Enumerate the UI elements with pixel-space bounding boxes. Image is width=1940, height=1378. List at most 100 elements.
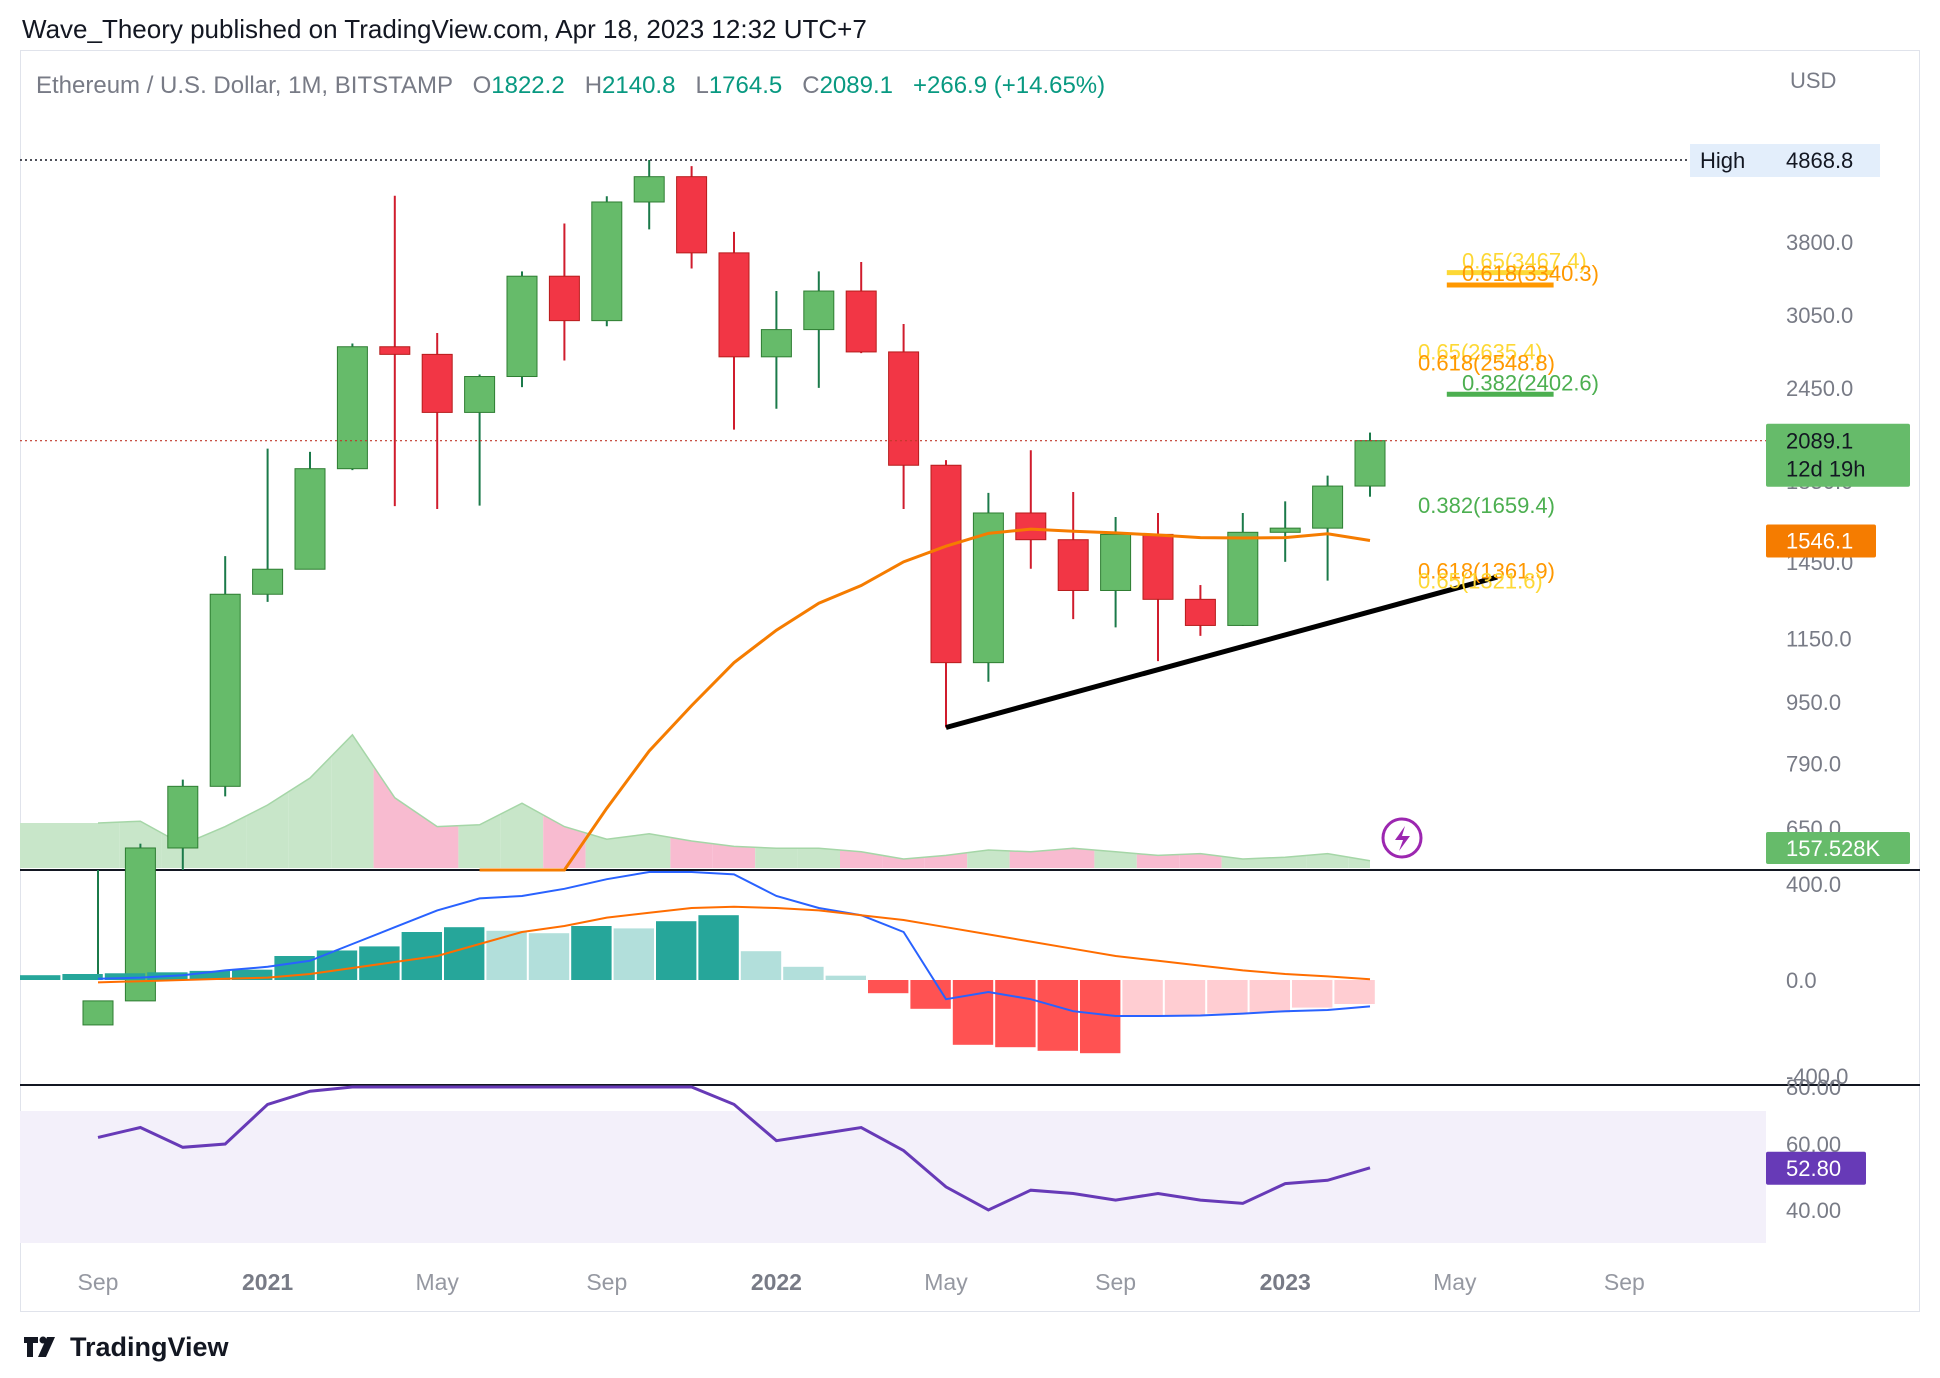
open-label: O	[472, 72, 492, 99]
macd-histogram-bar	[1037, 980, 1078, 1051]
macd-tick-label: -400.0	[1786, 1064, 1848, 1089]
ema-last-box	[1766, 524, 1876, 558]
candle-body	[506, 275, 538, 378]
fibonacci-level-label: 0.618(3340.3)	[1462, 261, 1599, 286]
candle-body	[845, 290, 877, 353]
tradingview-brand[interactable]: TradingView	[22, 1330, 229, 1364]
fibonacci-level-label: 0.65(1321.6)	[1418, 569, 1543, 594]
macd-histogram-bar	[62, 974, 103, 980]
volume-area-segment	[628, 833, 671, 868]
candle-body	[1057, 539, 1089, 591]
volume-area-segment	[1179, 853, 1222, 868]
ema-last-value: 1546.1	[1786, 529, 1853, 554]
currency-label[interactable]: USD	[1790, 68, 1837, 93]
macd-histogram-bar	[1207, 980, 1248, 1014]
fibonacci-level-label: 0.65(2635.4)	[1418, 340, 1543, 365]
ema-line	[479, 527, 1371, 872]
high-marker-box	[1690, 144, 1880, 177]
candle-body	[294, 468, 326, 570]
publisher-line: Wave_Theory published on TradingView.com…	[22, 14, 867, 44]
rsi-pane	[20, 1085, 1766, 1243]
time-tick-label: Sep	[1095, 1269, 1136, 1295]
candle-body	[167, 785, 199, 849]
macd-histogram-bar	[1292, 980, 1333, 1008]
macd-histogram-bar	[656, 921, 697, 980]
candle-body	[379, 346, 411, 355]
volume-area-segment	[458, 814, 501, 868]
candle-body	[548, 275, 580, 322]
candle-body	[1184, 598, 1216, 626]
macd-histogram-bar	[1164, 980, 1206, 1016]
overlay-layer: 0.65(3467.4)0.618(3340.3)0.65(2635.4)0.6…	[20, 159, 1766, 872]
time-tick-label: Sep	[586, 1269, 627, 1295]
macd-histogram-bar	[104, 973, 146, 980]
macd-histogram-bar	[910, 980, 951, 1009]
volume-area-segment	[416, 812, 459, 868]
volume-area-segment	[585, 832, 628, 868]
price-tick-label: 2450.0	[1786, 376, 1853, 401]
time-tick-label: May	[924, 1269, 968, 1295]
fibonacci-level-label: 0.382(1659.4)	[1418, 493, 1555, 518]
candle-body	[336, 346, 368, 470]
candle-body	[676, 176, 708, 254]
volume-area-segment	[204, 815, 247, 868]
candle-body	[1312, 485, 1344, 529]
rsi-line	[97, 1085, 1371, 1212]
macd-histogram-bar	[528, 933, 570, 980]
rsi-last-value: 52.80	[1786, 1156, 1841, 1181]
macd-histogram-bar	[868, 980, 909, 994]
candle-body	[803, 290, 835, 331]
high-value: 2140.8	[602, 72, 676, 99]
volume-area-segment	[1306, 853, 1349, 868]
rsi-tick-label: 80.00	[1786, 1075, 1841, 1100]
macd-tick-label: 0.0	[1786, 968, 1817, 993]
candle-body	[930, 464, 962, 664]
symbol-legend[interactable]: Ethereum / U.S. Dollar, 1M, BITSTAMP O18…	[36, 72, 1105, 100]
time-tick-label: Sep	[78, 1269, 119, 1295]
volume-area-segment	[712, 843, 756, 868]
candles-layer	[82, 160, 1386, 1026]
macd-signal-line	[97, 905, 1371, 984]
low-value: 1764.5	[708, 72, 783, 99]
candle-body	[464, 376, 496, 413]
macd-histogram-bar	[444, 927, 485, 980]
price-tick-label: 3800.0	[1786, 230, 1853, 255]
volume-area-segment	[373, 766, 416, 868]
volume-area-segment	[1264, 855, 1307, 868]
macd-histogram-bar	[189, 970, 230, 980]
close-label: C	[802, 72, 820, 99]
grid-layer	[20, 869, 1920, 1086]
volume-area-segment	[288, 756, 332, 868]
candle-body	[760, 329, 792, 358]
macd-line	[97, 871, 1371, 1017]
candle-body	[718, 252, 750, 358]
volume-outline	[97, 733, 1371, 862]
time-tick-label: 2023	[1260, 1269, 1311, 1295]
candle-body	[633, 176, 665, 203]
candle-body	[888, 351, 920, 466]
price-tick-label: 950.0	[1786, 690, 1841, 715]
change-value: +266.9 (+14.65%)	[913, 72, 1106, 99]
volume-area-segment	[755, 847, 798, 868]
macd-histogram-bar	[698, 915, 739, 980]
volume-area-segment	[797, 848, 840, 868]
volume-area-segment	[246, 791, 289, 868]
macd-histogram-bar	[20, 975, 61, 980]
price-tick-label: 1150.0	[1786, 627, 1852, 652]
volume-last-box	[1766, 832, 1910, 864]
last-price-countdown: 12d 19h	[1786, 457, 1866, 482]
volume-area-segment	[1052, 848, 1095, 868]
volume-area-segment	[840, 850, 883, 868]
macd-histogram-bar	[571, 926, 612, 980]
high-marker-label: High	[1700, 148, 1745, 173]
macd-histogram-bar	[232, 969, 273, 980]
open-value: 1822.2	[491, 72, 565, 99]
candle-body	[252, 568, 284, 595]
volume-area-segment	[1009, 850, 1052, 868]
price-tick-label: 3050.0	[1786, 303, 1853, 328]
symbol-name[interactable]: Ethereum / U.S. Dollar, 1M, BITSTAMP	[36, 72, 453, 99]
macd-histogram-bar	[825, 975, 866, 980]
rsi-last-box	[1766, 1151, 1866, 1185]
volume-area-segment	[670, 837, 713, 868]
